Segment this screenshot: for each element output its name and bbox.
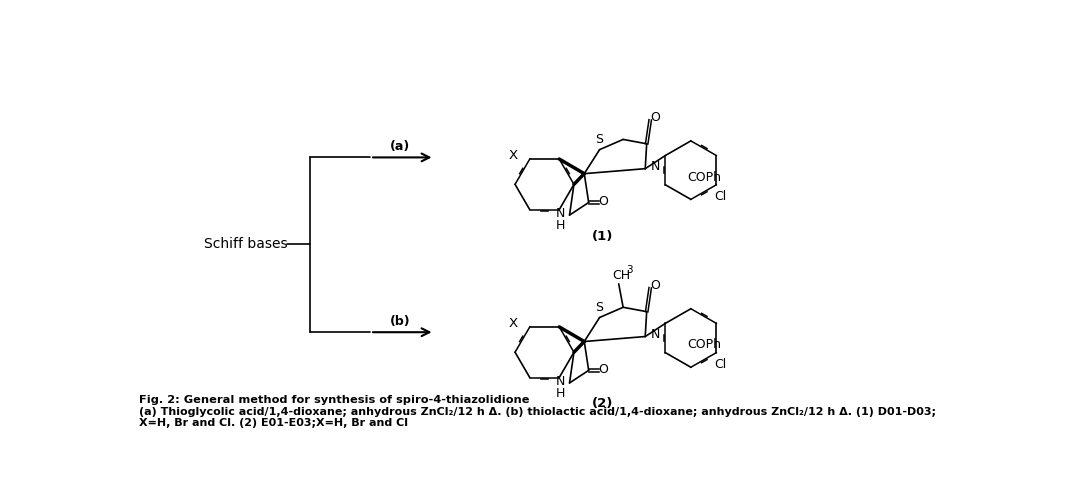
Text: X: X <box>508 317 517 330</box>
Text: X=H, Br and Cl. (2) E01-E03;X=H, Br and Cl: X=H, Br and Cl. (2) E01-E03;X=H, Br and … <box>139 418 408 428</box>
Text: H: H <box>555 219 565 232</box>
Text: N: N <box>555 207 565 220</box>
Text: O: O <box>649 111 660 124</box>
Text: Schiff bases: Schiff bases <box>204 238 288 251</box>
Text: (b): (b) <box>391 315 411 328</box>
Text: CH: CH <box>613 269 630 282</box>
Text: (2): (2) <box>592 397 613 410</box>
Text: N: N <box>651 328 660 341</box>
Text: 3: 3 <box>626 265 633 275</box>
Text: N: N <box>555 375 565 388</box>
Text: O: O <box>649 279 660 292</box>
Text: S: S <box>595 133 602 146</box>
Text: Fig. 2: General method for synthesis of spiro-4-thiazolidione: Fig. 2: General method for synthesis of … <box>139 395 530 405</box>
Text: COPh: COPh <box>687 170 721 183</box>
Text: H: H <box>555 387 565 400</box>
Text: (a): (a) <box>391 140 411 153</box>
Text: COPh: COPh <box>687 338 721 351</box>
Text: Cl: Cl <box>714 358 727 371</box>
Text: O: O <box>598 195 609 208</box>
Text: (a) Thioglycolic acid/1,4-dioxane; anhydrous ZnCl₂/12 h Δ. (b) thiolactic acid/1: (a) Thioglycolic acid/1,4-dioxane; anhyd… <box>139 407 936 417</box>
Text: N: N <box>651 160 660 173</box>
Text: X: X <box>508 149 517 162</box>
Text: S: S <box>595 301 602 314</box>
Text: (1): (1) <box>592 230 613 243</box>
Text: Cl: Cl <box>714 190 727 203</box>
Text: O: O <box>598 363 609 376</box>
